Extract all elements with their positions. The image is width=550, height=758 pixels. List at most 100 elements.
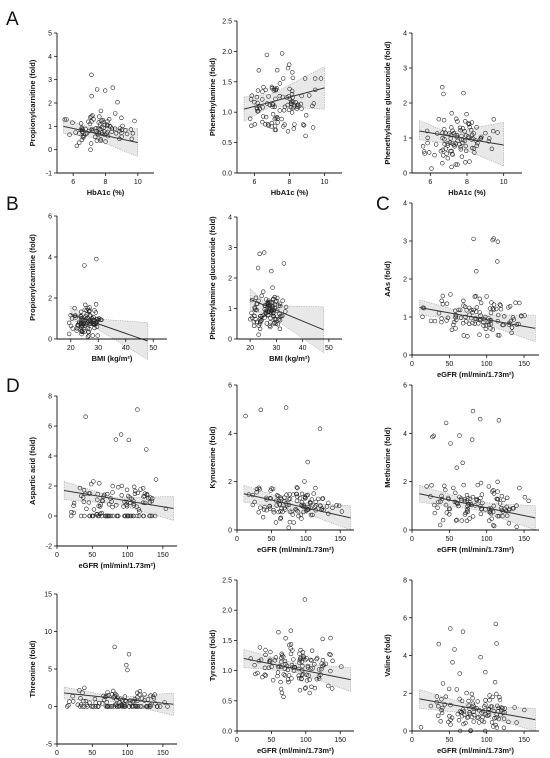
- data-point: [291, 126, 296, 131]
- data-point: [248, 656, 254, 661]
- y-axis-label: Methionine (fold): [383, 427, 392, 488]
- data-point: [80, 495, 86, 500]
- x-tick-label: 20: [67, 345, 75, 352]
- data-point: [271, 102, 276, 107]
- data-point: [288, 641, 294, 647]
- data-point: [288, 651, 294, 657]
- data-point: [274, 86, 279, 91]
- data-point: [453, 315, 458, 320]
- data-point: [436, 704, 441, 709]
- data-point: [320, 636, 325, 642]
- data-point: [260, 89, 265, 94]
- x-tick-label: 50: [268, 737, 276, 744]
- data-points: [62, 72, 137, 152]
- data-point: [279, 655, 284, 660]
- data-point: [258, 316, 263, 321]
- data-point: [258, 505, 263, 510]
- x-tick-label: 150: [334, 737, 346, 744]
- data-point: [317, 676, 322, 681]
- data-point: [461, 482, 466, 488]
- data-point: [440, 517, 446, 523]
- data-point: [268, 320, 273, 325]
- data-point: [78, 319, 84, 324]
- data-point: [471, 709, 476, 714]
- data-point: [302, 76, 308, 81]
- data-point: [282, 122, 287, 127]
- data-point: [461, 90, 466, 96]
- data-point: [98, 502, 103, 507]
- data-point: [102, 88, 108, 93]
- x-tick-label: 150: [518, 536, 530, 543]
- data-point: [488, 310, 494, 316]
- data-point: [147, 704, 152, 709]
- data-point: [299, 672, 305, 677]
- y-tick-label: 0.5: [222, 698, 232, 705]
- data-points: [64, 644, 170, 709]
- data-point: [82, 513, 87, 519]
- data-point: [272, 86, 277, 92]
- y-axis-label: Phenethylamine glucuronide (fold): [383, 41, 392, 165]
- data-point: [289, 662, 295, 668]
- data-point: [304, 678, 310, 683]
- data-point: [491, 302, 497, 307]
- data-point: [443, 420, 449, 426]
- data-point: [282, 499, 287, 504]
- data-point: [118, 432, 124, 437]
- data-point: [265, 313, 271, 318]
- data-point: [278, 686, 284, 692]
- data-point: [445, 315, 451, 320]
- data-point: [300, 663, 305, 669]
- data-point: [298, 647, 303, 653]
- y-axis-label: Valine (fold): [383, 634, 392, 677]
- data-point: [313, 503, 319, 508]
- data-point: [490, 237, 495, 243]
- data-point: [479, 134, 484, 140]
- data-point: [259, 293, 264, 298]
- data-point: [262, 250, 267, 255]
- data-point: [120, 123, 125, 129]
- data-point: [262, 315, 267, 320]
- data-point: [498, 307, 504, 312]
- y-tick-label: 0.0: [222, 729, 232, 736]
- data-point: [465, 506, 470, 512]
- data-point: [310, 125, 316, 130]
- data-point: [294, 485, 299, 490]
- data-point: [270, 311, 276, 316]
- data-point: [296, 673, 301, 678]
- data-point: [470, 310, 475, 315]
- data-point: [317, 667, 322, 672]
- chart-8: 0 2 4 6 0 50 100 150 eGFR (ml/min/1.73m²) Kynuren…: [208, 383, 354, 554]
- data-point: [68, 513, 74, 519]
- x-tick-label: 50: [88, 750, 96, 757]
- data-point: [144, 447, 149, 452]
- data-point: [502, 314, 507, 319]
- data-point: [278, 515, 284, 520]
- data-point: [293, 100, 298, 105]
- data-point: [275, 120, 280, 125]
- data-point: [475, 715, 480, 720]
- data-point: [277, 93, 282, 99]
- data-point: [473, 293, 479, 299]
- data-point: [83, 321, 89, 326]
- data-point: [271, 296, 276, 301]
- data-point: [80, 704, 85, 709]
- data-point: [87, 305, 92, 310]
- y-tick-label: 2: [228, 276, 232, 283]
- x-tick-label: 8: [288, 179, 292, 186]
- data-point: [111, 704, 117, 709]
- confidence-band: [419, 120, 504, 167]
- data-point: [511, 317, 517, 322]
- data-point: [491, 128, 496, 134]
- data-point: [497, 513, 502, 519]
- data-point: [464, 148, 469, 154]
- data-point: [119, 704, 125, 709]
- data-point: [315, 655, 320, 661]
- data-point: [432, 510, 437, 516]
- y-tick-label: 8: [48, 394, 52, 401]
- data-point: [285, 667, 290, 673]
- data-point: [483, 702, 488, 707]
- data-point: [84, 308, 89, 313]
- data-point: [488, 326, 493, 331]
